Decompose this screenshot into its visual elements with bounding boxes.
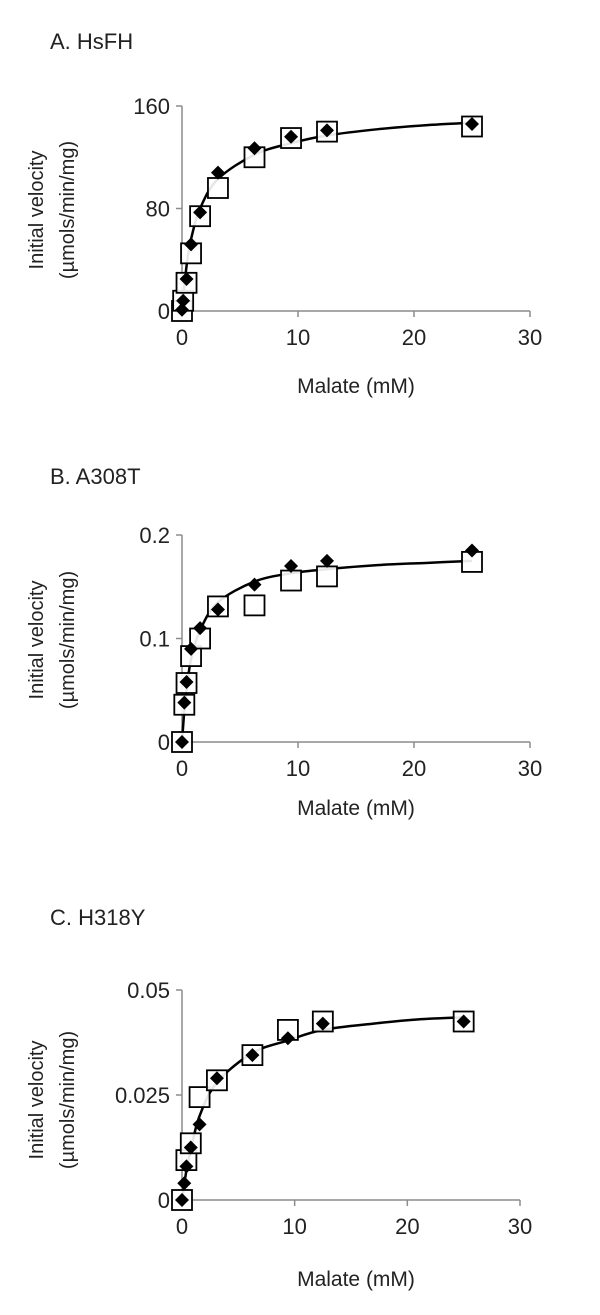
panel-b-title: B. A308T: [50, 464, 141, 489]
panel-a-filled-diamond-point: [193, 205, 208, 220]
panel-c-ylabel-line1: Initial velocity: [26, 1041, 48, 1160]
panel-b-ytick-label: 0.1: [139, 627, 170, 652]
panel-c-filled-diamond-point: [192, 1117, 207, 1132]
panel-a-ylabel-line2: (µmols/min/mg): [57, 141, 79, 279]
panel-c-filled-diamond-point: [315, 1016, 330, 1031]
panel-b-plot: 0 0.1 0.2 0 10 20 30: [139, 523, 542, 781]
panel-b-open-square-point: [316, 565, 338, 588]
panel-c-xtick-label: 20: [395, 1214, 419, 1239]
panel-a-xtick-label: 10: [286, 325, 310, 350]
panel-b-filled-diamond-point: [177, 695, 192, 710]
panel-c-ylabel-line2: (µmols/min/mg): [57, 1031, 79, 1169]
panel-b-filled-diamond-point: [284, 559, 299, 574]
panel-b-ytick-label: 0.2: [139, 523, 170, 548]
panel-c-xtick-label: 10: [282, 1214, 306, 1239]
panel-a-ytick-label: 0: [158, 299, 170, 324]
panel-b-ytick-label: 0: [158, 730, 170, 755]
panel-b-open-square-point: [280, 569, 302, 592]
panel-b-xtick-label: 0: [176, 756, 188, 781]
panel-b-ylabel-line1: Initial velocity: [26, 581, 48, 700]
panel-a-filled-diamond-point: [284, 129, 299, 144]
panel-b-ylabel-line2: (µmols/min/mg): [57, 571, 79, 709]
panel-c-ytick-label: 0: [158, 1188, 170, 1213]
panel-a-open-square-point: [207, 177, 229, 199]
panel-b-xtick-label: 20: [402, 756, 426, 781]
panel-a-xlabel: Malate (mM): [297, 375, 415, 398]
panel-c-fit-curve: [180, 1016, 464, 1201]
panel-b-filled-diamond-point: [179, 674, 194, 689]
panel-a-filled-diamond-point: [210, 165, 225, 180]
panel-a-xtick-label: 20: [402, 325, 426, 350]
panel-b-filled-diamond-point: [184, 641, 199, 656]
panel-a-xtick-label: 0: [176, 325, 188, 350]
panel-a-filled-diamond-point: [176, 293, 191, 308]
panel-c-xtick-label: 0: [176, 1214, 188, 1239]
panel-a-plot: 0 80 160 0 10 20 30: [133, 94, 542, 350]
panel-c-ytick-label: 0.05: [127, 978, 170, 1003]
panel-b-filled-diamond-point: [210, 602, 225, 617]
panel-b-fit-curve: [180, 559, 473, 743]
panel-a-xtick-label: 30: [518, 325, 542, 350]
panel-b-filled-diamond-point: [247, 577, 262, 592]
panel-c-filled-diamond-point: [209, 1071, 224, 1086]
panel-a-filled-diamond-point: [465, 116, 479, 131]
panel-b-filled-diamond-point: [465, 543, 479, 558]
panel-a-filled-diamond-point: [179, 271, 194, 286]
panel-c-filled-diamond-point: [175, 1193, 189, 1207]
panel-a-filled-diamond-point: [247, 141, 262, 156]
panel-c-xtick-label: 30: [508, 1214, 532, 1239]
panel-a-ylabel-line1: Initial velocity: [26, 151, 48, 270]
panel-c-xlabel: Malate (mM): [297, 1268, 415, 1291]
panel-b-xtick-label: 10: [286, 756, 310, 781]
panel-a-ytick-label: 80: [146, 197, 170, 222]
panel-c: C. H318Y Initial velocity (µmols/min/mg)…: [26, 905, 532, 1291]
panel-b: B. A308T Initial velocity (µmols/min/mg)…: [26, 464, 542, 820]
panel-c-filled-diamond-point: [280, 1031, 295, 1046]
panel-a-filled-diamond-point: [320, 123, 334, 138]
panel-c-filled-diamond-point: [177, 1176, 192, 1191]
panel-a-filled-diamond-point: [175, 302, 189, 317]
panel-c-filled-diamond-point: [179, 1159, 194, 1174]
panel-b-filled-diamond-point: [320, 553, 334, 568]
panel-c-open-square-point: [188, 1086, 211, 1108]
panel-a-fit-curve: [180, 121, 473, 312]
panel-b-filled-diamond-point: [193, 621, 208, 636]
panel-c-filled-diamond-point: [456, 1014, 471, 1029]
panel-a-filled-diamond-point: [184, 237, 199, 252]
panel-c-filled-diamond-point: [183, 1140, 198, 1155]
panel-c-title: C. H318Y: [50, 905, 146, 930]
panel-b-filled-diamond-point: [175, 735, 189, 749]
panel-b-open-square-point: [243, 594, 266, 617]
panel-b-xtick-label: 30: [518, 756, 542, 781]
panel-c-filled-diamond-point: [245, 1048, 260, 1063]
panel-a-ytick-label: 160: [133, 94, 170, 119]
panel-c-plot: 0 0.025 0.05 0 10 20 30: [115, 978, 532, 1239]
panel-a: A. HsFH Initial velocity (µmols/min/mg) …: [26, 29, 542, 398]
panel-b-xlabel: Malate (mM): [297, 797, 415, 820]
panel-a-title: A. HsFH: [50, 29, 133, 54]
panel-c-ytick-label: 0.025: [115, 1083, 170, 1108]
